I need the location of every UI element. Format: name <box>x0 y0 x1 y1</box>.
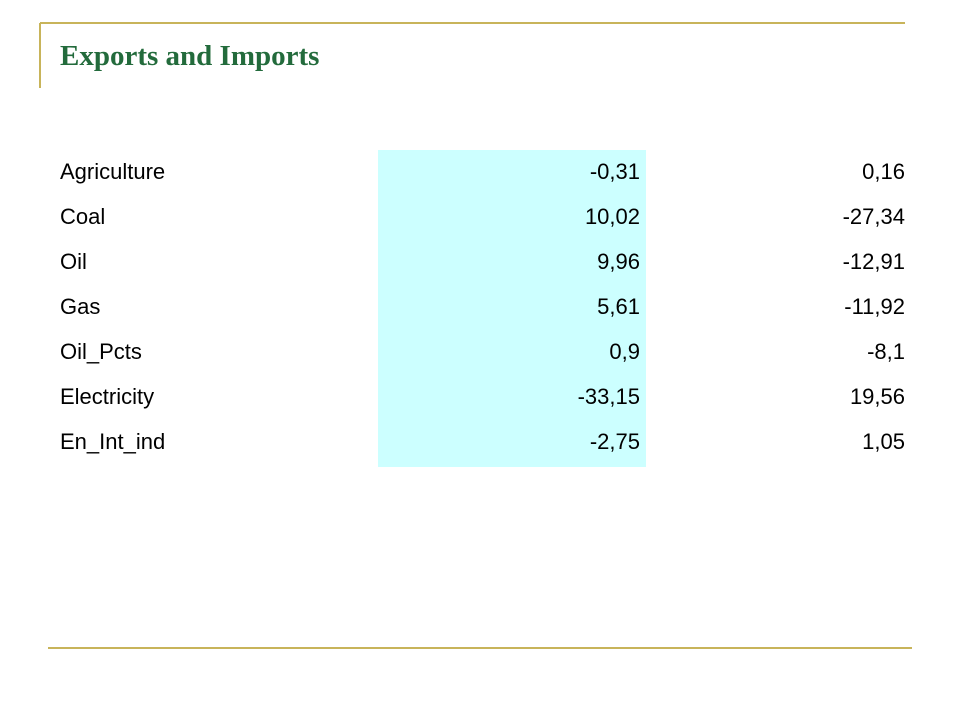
row-label: En_Int_ind <box>60 429 165 454</box>
row-label: Agriculture <box>60 159 165 184</box>
row-label: Gas <box>60 294 100 319</box>
cell-value: -27,34 <box>843 204 905 229</box>
row-label: Oil <box>60 249 87 274</box>
cell-value: -8,1 <box>867 339 905 364</box>
cell-value: 0,16 <box>862 159 905 184</box>
cell-value: -0,31 <box>590 159 640 184</box>
cell-value: 0,9 <box>609 339 640 364</box>
row-label: Oil_Pcts <box>60 339 142 364</box>
highlight-column <box>378 150 646 467</box>
cell-value: 10,02 <box>585 204 640 229</box>
cell-value: 5,61 <box>597 294 640 319</box>
cell-value: -11,92 <box>844 294 905 319</box>
row-label: Electricity <box>60 384 154 409</box>
cell-value: 1,05 <box>862 429 905 454</box>
row-label: Coal <box>60 204 105 229</box>
cell-value: -12,91 <box>843 249 905 274</box>
table: Agriculture -0,31 0,16 Coal 10,02 -27,34 Oil 9,… <box>60 150 905 467</box>
cell-value: 19,56 <box>850 384 905 409</box>
cell-value: -2,75 <box>590 429 640 454</box>
slide-title: Exports and Imports <box>60 40 319 72</box>
cell-value: -33,15 <box>578 384 640 409</box>
cell-value: 9,96 <box>597 249 640 274</box>
